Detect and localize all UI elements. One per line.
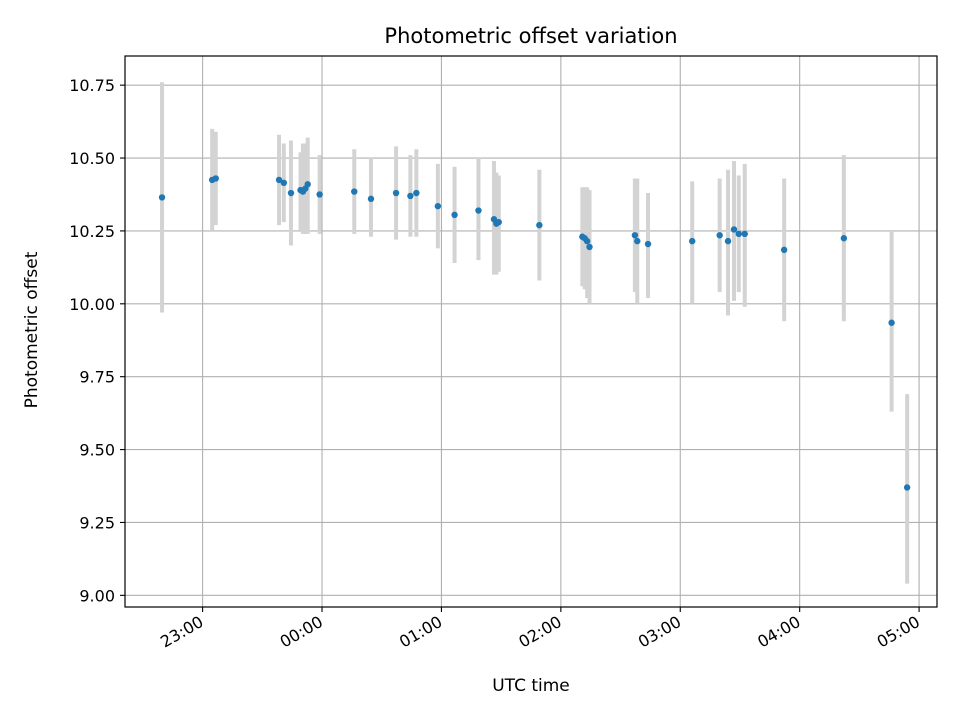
- data-point: [888, 319, 895, 326]
- data-point: [840, 235, 848, 242]
- data-point: [741, 230, 748, 238]
- data-point: [316, 191, 323, 198]
- data-point: [735, 230, 742, 238]
- y-tick-label: 10.00: [69, 295, 115, 314]
- data-point: [413, 189, 420, 197]
- data-point: [212, 175, 219, 182]
- data-point: [475, 207, 482, 214]
- y-tick-label: 9.00: [79, 586, 115, 605]
- data-point: [351, 188, 358, 195]
- plot-frame: [124, 55, 938, 608]
- data-points: [158, 175, 911, 491]
- data-point: [392, 189, 400, 197]
- data-point: [583, 237, 591, 245]
- x-axis-title: UTC time: [492, 676, 570, 696]
- data-point: [434, 202, 442, 210]
- data-point: [716, 232, 723, 239]
- data-point: [689, 237, 696, 245]
- data-point: [304, 181, 311, 188]
- data-point: [631, 232, 639, 239]
- data-point: [407, 192, 414, 200]
- data-point: [724, 237, 732, 245]
- data-point: [367, 195, 375, 203]
- data-point: [903, 484, 911, 491]
- y-axis-title: Photometric offset: [22, 251, 42, 408]
- data-point: [730, 226, 738, 233]
- data-point: [634, 237, 641, 245]
- y-tick-label: 9.25: [79, 513, 115, 532]
- y-tick-label: 9.50: [79, 441, 115, 460]
- data-point: [495, 218, 502, 226]
- grid-lines: [125, 56, 937, 607]
- data-point: [451, 211, 458, 219]
- data-point: [158, 194, 166, 201]
- data-point: [644, 240, 652, 248]
- y-tick-label: 10.75: [69, 76, 115, 95]
- data-point: [287, 189, 295, 197]
- data-point: [586, 243, 593, 251]
- y-tick-label: 10.50: [69, 149, 115, 168]
- data-point: [536, 221, 543, 229]
- data-point: [275, 176, 283, 184]
- data-point: [780, 246, 788, 254]
- y-tick-label: 9.75: [79, 368, 115, 387]
- data-point: [280, 179, 288, 187]
- y-tick-label: 10.25: [69, 222, 115, 241]
- chart-title: Photometric offset variation: [384, 24, 677, 48]
